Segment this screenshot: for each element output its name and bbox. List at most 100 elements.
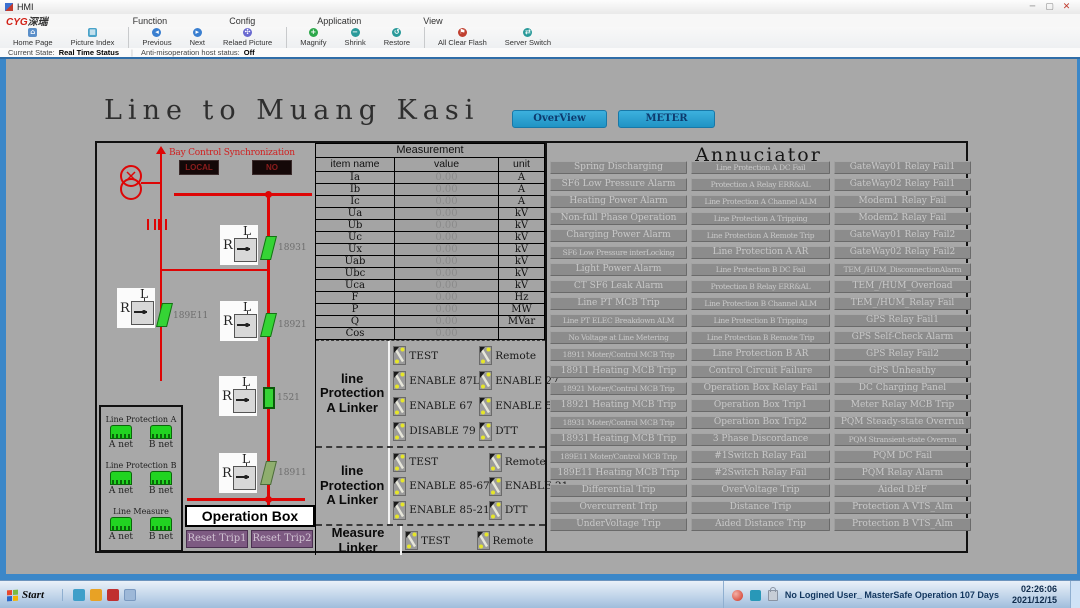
toolbar-button-label: Relaed Picture — [223, 38, 272, 47]
linker-panel: line Protection A Linker TEST Remote ENA… — [315, 340, 545, 555]
toolbar-button[interactable]: ⚑ All Clear Flash — [429, 27, 496, 48]
server-switch-icon: ⇄ — [523, 28, 532, 37]
toolbar-button[interactable]: ⌂ Home Page — [4, 27, 62, 48]
breaker-control-18931[interactable]: L R — [220, 225, 258, 265]
tray-app-icon[interactable] — [750, 590, 761, 601]
annunciator-tile: GPS Relay Fail2 — [834, 348, 971, 361]
network-status-box: Line Protection A A netB net Line Protec… — [99, 405, 183, 552]
toolbar-button-label: Server Switch — [505, 38, 551, 47]
reset-trip-button[interactable]: Reset Trip2 — [251, 530, 313, 548]
minimize-button[interactable]: ─ — [1025, 2, 1040, 12]
current-state-label: Current State: — [8, 48, 55, 57]
linker-switch[interactable]: TEST — [390, 346, 476, 365]
toolbar-button[interactable]: ✣ Relaed Picture — [214, 27, 287, 48]
measurement-row: F 0.00 Hz — [316, 292, 544, 304]
breaker-control-18911[interactable]: L R — [219, 453, 257, 493]
knife-switch-icon — [479, 371, 492, 390]
toolbar-button[interactable]: ▦ Picture Index — [62, 27, 130, 48]
annunciator-tile: Line Protection B Channel ALM — [691, 297, 830, 310]
annunciator-tile: Operation Box Trip1 — [691, 399, 830, 412]
annunciator-tile: Modem1 Relay Fail — [834, 195, 971, 208]
toolbar-button[interactable]: + Magnify — [291, 27, 335, 48]
feeder-line-left — [160, 153, 162, 381]
measurement-row: Ic 0.00 A — [316, 196, 544, 208]
linker-switch[interactable]: TEST — [390, 453, 486, 472]
quick-launch-icon[interactable] — [73, 589, 85, 601]
menu-item[interactable]: Application — [317, 16, 361, 26]
menu-item[interactable]: Config — [229, 16, 255, 26]
menu-item[interactable]: Function — [133, 16, 168, 26]
measurement-value: 0.00 — [394, 268, 499, 279]
toolbar-button[interactable]: ↺ Restore — [375, 27, 425, 48]
breaker-control-189E11[interactable]: L R — [117, 288, 155, 328]
annunciator-tile: GateWay01 Relay Fail2 — [834, 229, 971, 242]
reset-trip-button[interactable]: Reset Trip1 — [186, 530, 248, 548]
measurement-value: 0.00 — [394, 316, 499, 327]
annunciator-tile: PQM Steady-state Overrun — [834, 416, 971, 429]
measurement-name: F — [316, 292, 394, 303]
measurement-row: Ux 0.00 kV — [316, 244, 544, 256]
current-state-value: Real Time Status — [59, 48, 119, 57]
measurement-unit: MW — [499, 304, 544, 315]
overview-button[interactable]: OverView — [512, 110, 607, 128]
annunciator-tile: Differential Trip — [550, 484, 687, 497]
operation-box-title: Operation Box — [185, 505, 315, 527]
measurement-title: Measurement — [316, 144, 544, 158]
close-button[interactable]: ✕ — [1059, 2, 1074, 12]
restore-icon: ↺ — [392, 28, 401, 37]
linker-switch[interactable]: ENABLE 85-67N — [390, 477, 486, 496]
measurement-name: Uab — [316, 256, 394, 267]
page-title: Line to Muang Kasi — [104, 95, 479, 126]
start-button[interactable]: Start — [0, 581, 52, 608]
measurement-name: Cos — [316, 328, 394, 339]
annunciator-tile: 18911 Moter/Control MCB Trip — [550, 348, 687, 361]
network-port: B net — [149, 517, 173, 542]
linker-switch-label: Remote — [495, 350, 536, 362]
measurement-unit: A — [499, 184, 544, 195]
linker-switch[interactable]: ENABLE 87L — [390, 371, 476, 390]
annunciator-tile: Line Protection A Tripping — [691, 212, 830, 225]
hmi-screen: HMI ─ ▢ ✕ CYG深瑞 FunctionConfigApplicatio… — [0, 0, 1080, 608]
tray-alarm-icon[interactable] — [732, 590, 743, 601]
annunciator-tile: Modem2 Relay Fail — [834, 212, 971, 225]
toolbar-button[interactable]: ▸ Next — [181, 27, 214, 48]
annunciator-tile: 18931 Moter/Control MCB Trip — [550, 416, 687, 429]
linker-switch[interactable]: TEST — [402, 531, 474, 550]
quick-launch-icon[interactable] — [124, 589, 136, 601]
knife-switch-icon — [479, 346, 492, 365]
quick-launch-icon[interactable] — [107, 589, 119, 601]
network-group-title: Line Measure — [101, 507, 181, 516]
measurement-name: Ubc — [316, 268, 394, 279]
annunciator-tile: Non-full Phase Operation — [550, 212, 687, 225]
show-desktop-button[interactable] — [1070, 581, 1080, 608]
linker-switch[interactable]: ENABLE 67 — [390, 397, 476, 416]
linker-switch[interactable]: DISABLE 79 — [390, 422, 476, 441]
breaker-control-18921[interactable]: L R — [220, 301, 258, 341]
meter-button[interactable]: METER — [618, 110, 715, 128]
measurement-row: Cos 0.00 — [316, 328, 544, 339]
annunciator-tile: No Voltage at Line Metering — [550, 331, 687, 344]
linker-switch[interactable]: ENABLE 85-21 — [390, 501, 486, 520]
breaker-control-1521[interactable]: L R — [219, 376, 257, 416]
annunciator-tile: GateWay02 Relay Fail1 — [834, 178, 971, 191]
annunciator-tile: Heating Power Alarm — [550, 195, 687, 208]
anti-misoperation-label: Anti-misoperation host status: — [141, 48, 240, 57]
ethernet-port-icon — [110, 425, 132, 439]
measurement-name: P — [316, 304, 394, 315]
annunciator-tile: TEM_/HUM_DisconnectionAlarm — [834, 263, 971, 276]
annunciator-tile: GateWay01 Relay Fail1 — [834, 161, 971, 174]
linker-switch[interactable]: Remote — [474, 531, 546, 550]
toolbar-button-label: Restore — [384, 38, 410, 47]
ethernet-port-icon — [110, 471, 132, 485]
linker-switch-label: TEST — [409, 456, 438, 468]
maximize-button[interactable]: ▢ — [1042, 2, 1057, 12]
toolbar-button-label: Previous — [142, 38, 171, 47]
toolbar-button[interactable]: ⇄ Server Switch — [496, 27, 560, 48]
toolbar-button[interactable]: − Shrink — [335, 27, 374, 48]
quick-launch-icon[interactable] — [90, 589, 102, 601]
linker-section-label: line Protection A Linker — [316, 448, 390, 524]
annunciator-tile: Protection A Relay ERR&AL — [691, 178, 830, 191]
toolbar-button[interactable]: ◂ Previous — [133, 27, 180, 48]
menu-item[interactable]: View — [423, 16, 442, 26]
measurement-table: Measurement item name value unit Ia 0.00… — [315, 143, 545, 340]
